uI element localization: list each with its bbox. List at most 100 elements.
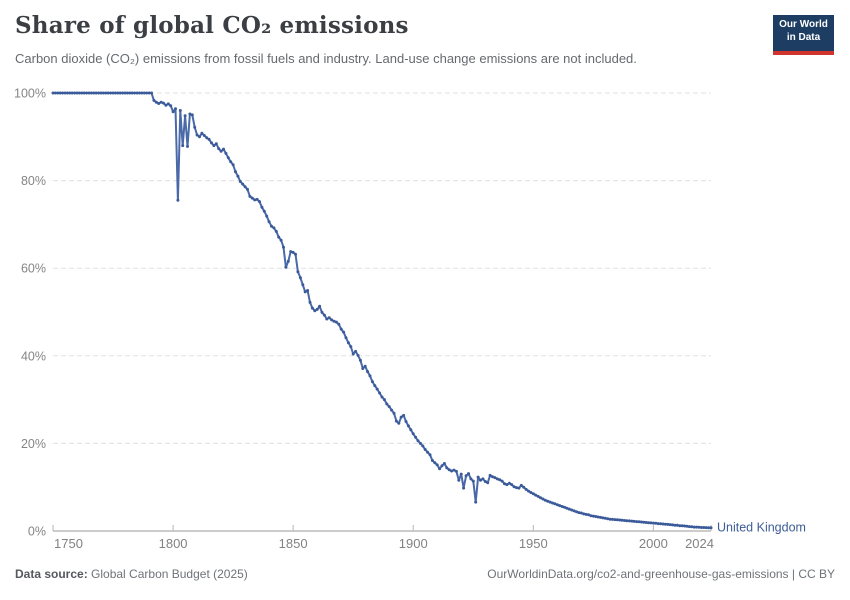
data-point: [623, 519, 626, 522]
data-point: [498, 478, 502, 482]
data-point: [594, 515, 598, 518]
data-point: [142, 91, 146, 95]
data-point: [147, 91, 151, 95]
data-point: [202, 134, 206, 137]
data-point: [80, 91, 84, 95]
attribution-link[interactable]: OurWorldinData.org/co2-and-greenhouse-ga…: [487, 567, 835, 581]
data-point: [349, 345, 353, 349]
data-point: [332, 319, 336, 323]
data-point: [524, 487, 528, 491]
data-point: [587, 513, 590, 517]
data-point: [654, 521, 658, 525]
our-world-in-data-logo[interactable]: Our World in Data: [773, 15, 834, 55]
data-point: [630, 519, 634, 523]
data-point: [361, 367, 365, 370]
data-point: [212, 144, 216, 148]
data-point: [58, 91, 62, 95]
data-point: [310, 306, 314, 310]
data-point: [342, 330, 346, 334]
data-point: [442, 462, 446, 465]
data-point: [272, 226, 276, 230]
data-point: [584, 512, 588, 516]
data-point: [265, 214, 269, 218]
data-point: [130, 91, 134, 95]
data-point: [375, 387, 379, 391]
data-point: [68, 91, 72, 95]
data-point: [97, 91, 101, 95]
chart-footer: Data source: Global Carbon Budget (2025)…: [15, 567, 835, 581]
data-point: [260, 205, 264, 209]
data-point: [541, 497, 545, 501]
chart-subtitle: Carbon dioxide (CO₂) emissions from foss…: [15, 51, 637, 66]
data-point: [433, 461, 437, 465]
data-point: [402, 413, 406, 417]
data-point: [157, 102, 161, 105]
data-point: [531, 492, 535, 496]
data-point: [176, 198, 180, 202]
data-point: [397, 421, 401, 425]
data-point: [685, 524, 689, 528]
data-point: [258, 200, 261, 204]
data-point: [229, 160, 233, 164]
data-point: [426, 450, 430, 454]
data-point: [411, 432, 415, 436]
data-point: [282, 245, 285, 249]
data-point: [145, 91, 149, 95]
data-point: [435, 463, 439, 467]
data-point: [133, 91, 137, 95]
data-point: [77, 91, 81, 95]
data-point: [606, 517, 610, 521]
data-point: [627, 519, 631, 523]
data-point: [61, 91, 65, 95]
data-point: [291, 250, 295, 254]
data-point: [647, 521, 651, 525]
data-point: [121, 91, 125, 95]
data-point: [565, 506, 569, 510]
data-point: [671, 523, 675, 527]
data-point: [116, 91, 120, 95]
data-point: [486, 481, 490, 485]
data-point: [548, 500, 552, 504]
y-tick-label: 80%: [21, 174, 46, 188]
data-point: [363, 364, 367, 368]
x-tick-label: 2024: [685, 536, 714, 551]
data-point: [618, 518, 622, 522]
data-point: [507, 481, 511, 485]
data-point: [406, 424, 410, 428]
data-point: [70, 91, 74, 95]
data-point: [190, 113, 194, 117]
data-point: [152, 98, 156, 102]
data-point: [267, 220, 271, 224]
data-point: [236, 174, 240, 178]
data-point: [651, 521, 655, 525]
data-point: [154, 100, 158, 104]
x-tick-label: 1850: [279, 536, 308, 551]
data-point: [543, 498, 547, 502]
data-point: [289, 250, 293, 254]
data-point: [666, 522, 670, 526]
data-point: [128, 91, 132, 95]
data-point: [668, 523, 672, 527]
data-point: [394, 419, 398, 423]
logo-line-2: in Data: [786, 31, 821, 43]
data-point: [238, 180, 242, 183]
data-point: [75, 91, 79, 95]
data-point: [334, 320, 338, 324]
data-point: [87, 91, 91, 95]
data-point: [222, 147, 225, 151]
data-point: [512, 485, 516, 489]
data-point: [135, 91, 139, 95]
data-point: [284, 265, 288, 269]
data-point: [572, 509, 576, 513]
data-point: [298, 276, 302, 280]
data-point: [673, 523, 677, 527]
y-tick-label: 40%: [21, 349, 46, 363]
data-point: [351, 352, 355, 356]
data-point: [707, 526, 711, 530]
data-point: [510, 483, 514, 487]
data-point: [539, 496, 542, 500]
data-point: [503, 482, 506, 486]
data-point: [262, 209, 266, 213]
data-point: [577, 511, 581, 515]
data-point: [198, 135, 201, 139]
